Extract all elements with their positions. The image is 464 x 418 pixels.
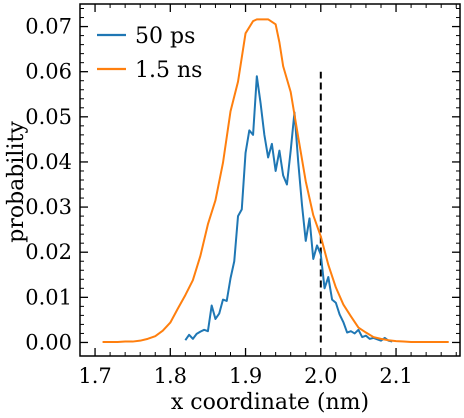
series-line-1	[102, 18, 449, 344]
y-tick-label: 0.05	[25, 105, 72, 129]
y-tick-label: 0.03	[25, 195, 72, 219]
y-axis-title: probability	[4, 121, 29, 243]
x-axis-title: x coordinate (nm)	[171, 390, 369, 415]
y-tick-label: 0.00	[25, 330, 72, 354]
x-tick-label: 1.9	[229, 364, 262, 388]
y-tick-label: 0.02	[25, 240, 72, 264]
legend-label: 1.5 ns	[135, 58, 202, 83]
y-tick-label: 0.01	[25, 285, 72, 309]
y-tick-label: 0.07	[25, 15, 72, 39]
y-tick-label: 0.06	[25, 60, 72, 84]
series-line-0	[184, 75, 393, 343]
plot-frame	[79, 3, 461, 357]
legend-label: 50 ps	[135, 24, 195, 49]
x-tick-label: 1.8	[154, 364, 187, 388]
legend: 50 ps 1.5 ns	[97, 24, 202, 83]
x-tick-label: 2.0	[304, 364, 337, 388]
x-tick-label: 1.7	[78, 364, 111, 388]
x-tick-label: 2.1	[379, 364, 412, 388]
y-tick-label: 0.04	[25, 150, 72, 174]
